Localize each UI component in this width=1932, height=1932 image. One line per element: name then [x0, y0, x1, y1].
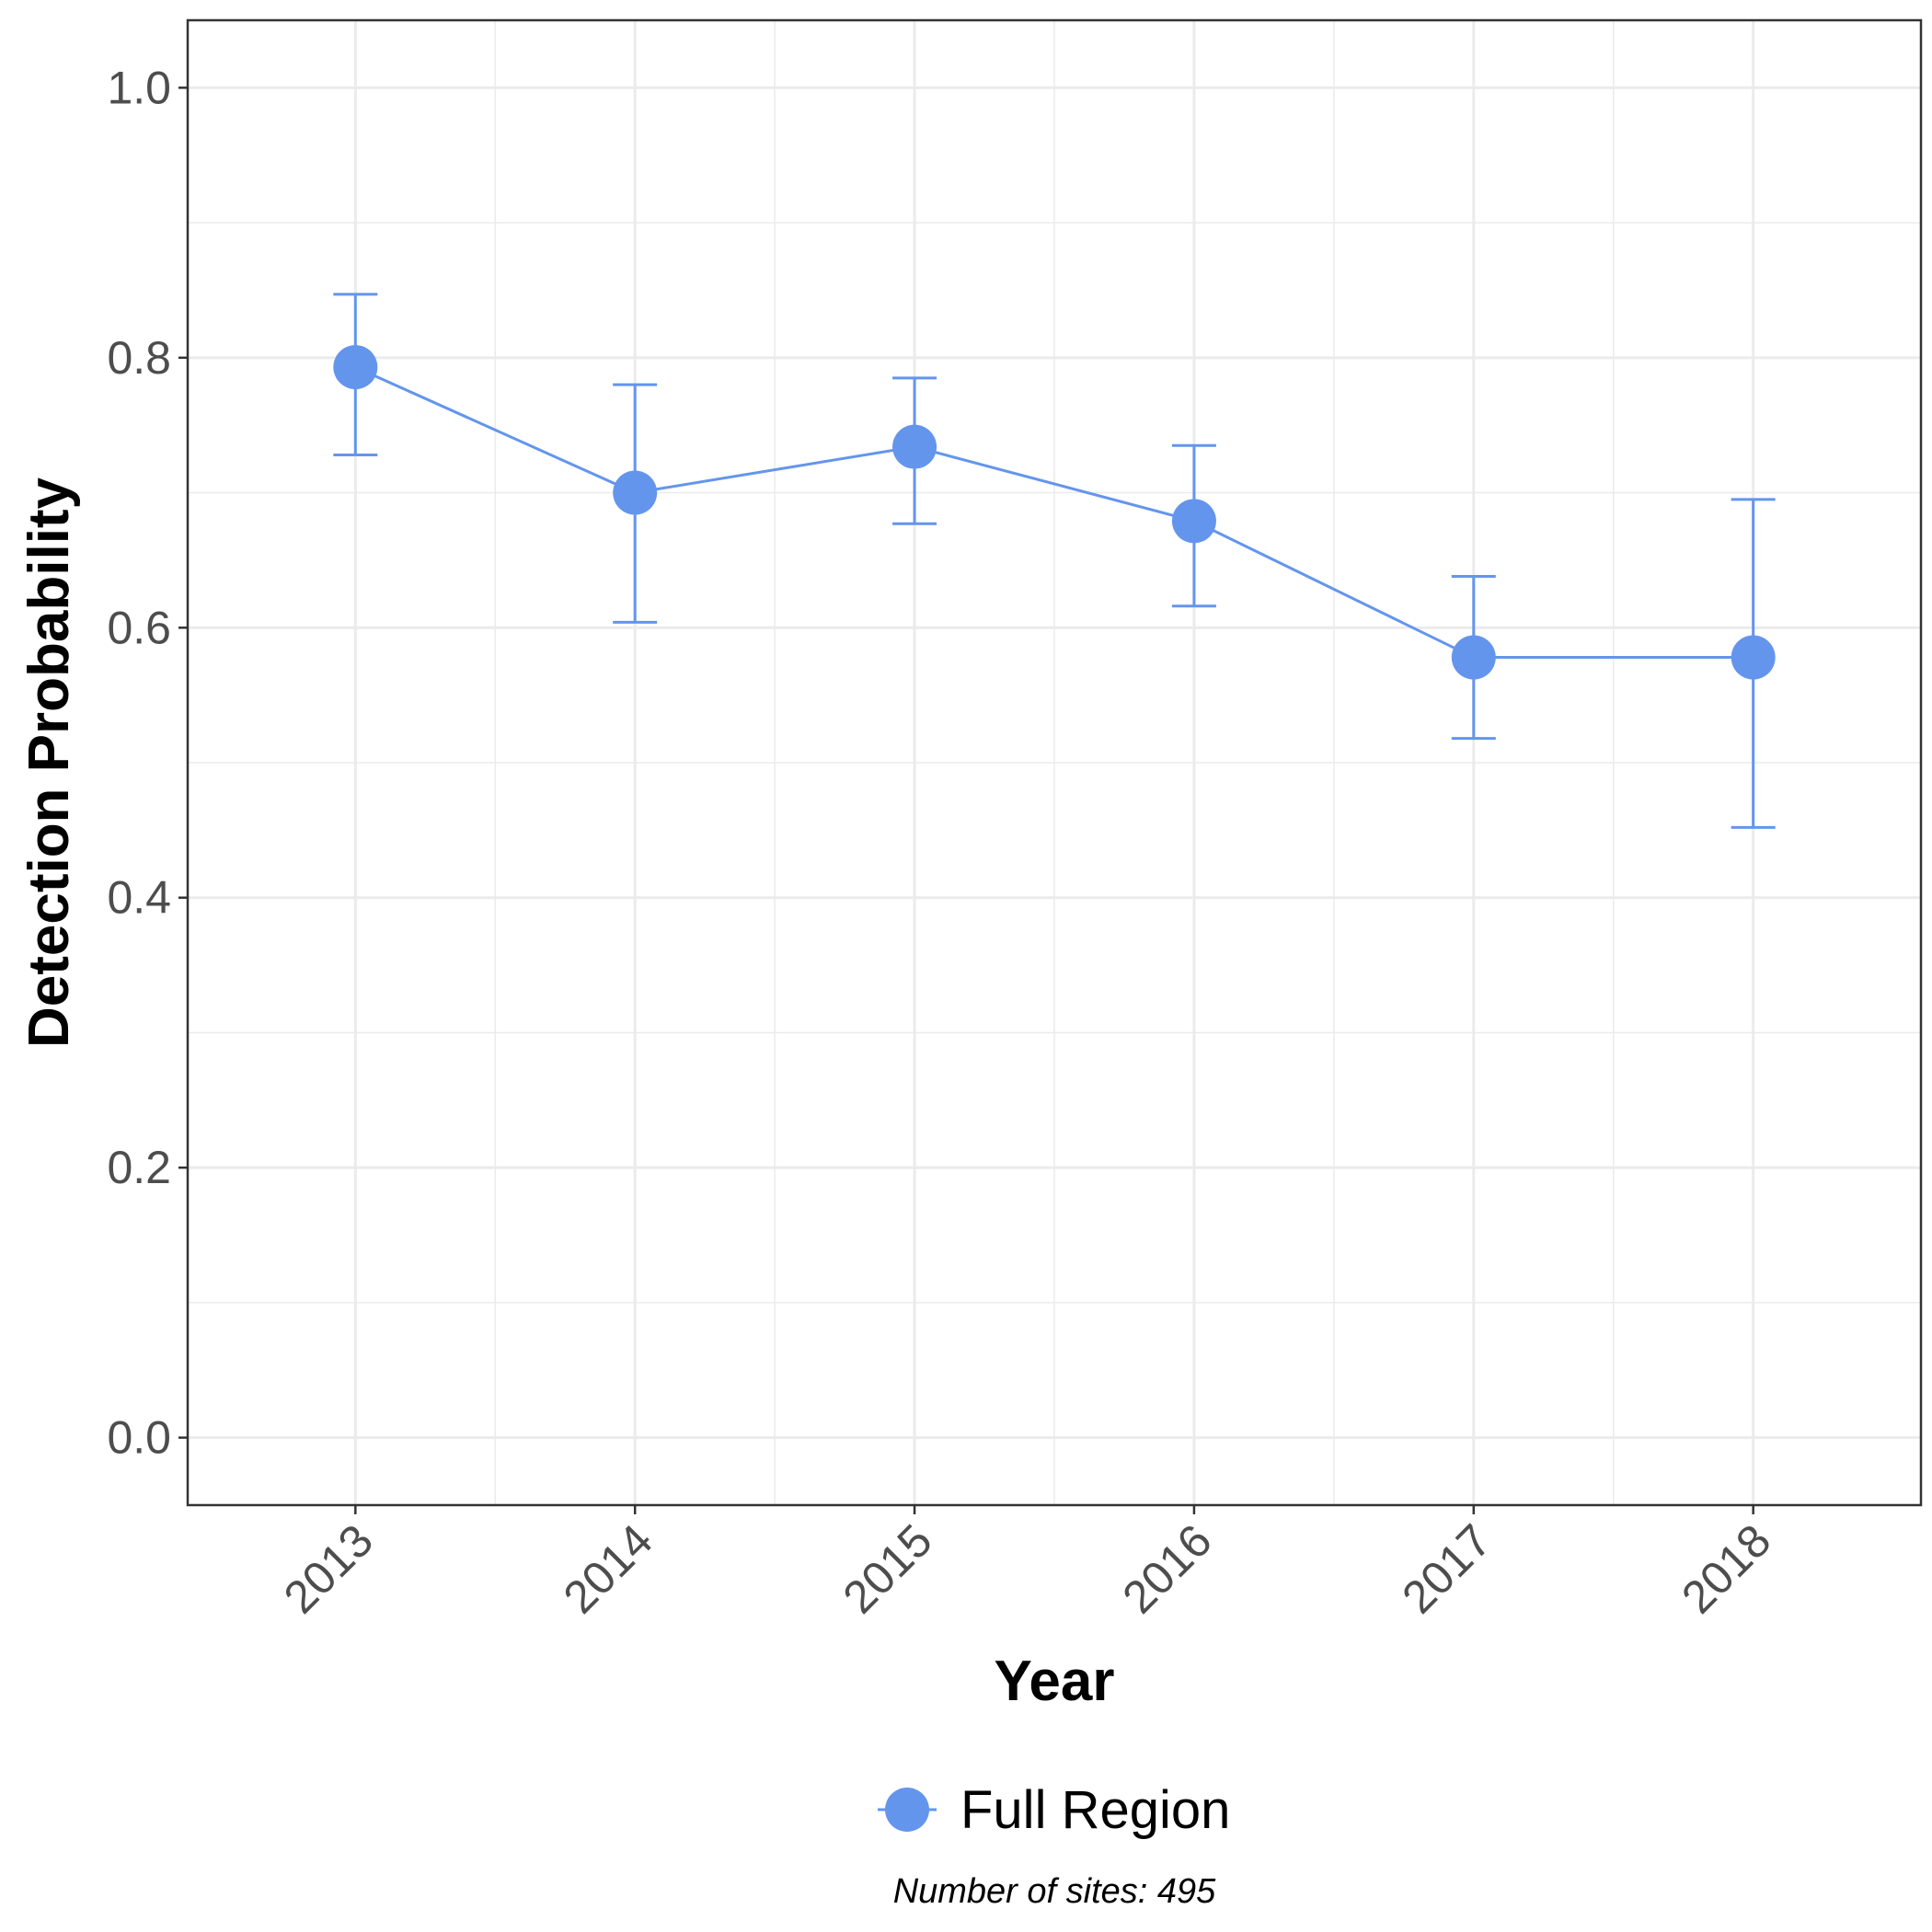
x-tick-label: 2018	[1672, 1514, 1780, 1623]
caption: Number of sites: 495	[893, 1872, 1216, 1911]
plot-border	[186, 18, 1923, 1507]
y-tick-label: 0.4	[107, 872, 171, 924]
x-axis-ticks: 2013 2014 2015 2016 2017 2018	[274, 1505, 1780, 1623]
legend-key-point	[885, 1788, 929, 1832]
series-lines	[354, 365, 1754, 660]
data-point	[892, 424, 937, 469]
series-line	[354, 365, 1754, 660]
y-tick-label: 0.0	[107, 1412, 171, 1464]
data-point	[333, 345, 378, 390]
x-tick-label: 2016	[1112, 1514, 1221, 1623]
data-point	[613, 470, 658, 515]
legend-label: Full Region	[960, 1780, 1230, 1840]
x-tick-label: 2013	[274, 1514, 383, 1623]
y-axis-ticks: 0.0 0.2 0.4 0.6 0.8 1.0	[107, 62, 188, 1464]
x-tick-label: 2014	[554, 1514, 662, 1623]
legend: Full Region	[878, 1780, 1230, 1840]
data-points	[333, 345, 1776, 680]
y-tick-label: 0.8	[107, 332, 171, 384]
y-tick-label: 1.0	[107, 62, 171, 113]
x-tick-label: 2015	[834, 1514, 942, 1623]
x-axis-title: Year	[994, 1650, 1114, 1713]
data-point	[1451, 635, 1496, 680]
y-tick-label: 0.6	[107, 602, 171, 653]
data-point	[1171, 499, 1216, 544]
x-tick-label: 2017	[1392, 1514, 1501, 1623]
y-tick-label: 0.2	[107, 1142, 171, 1193]
y-axis-title: Detection Probability	[17, 477, 81, 1048]
data-point	[1731, 635, 1776, 680]
